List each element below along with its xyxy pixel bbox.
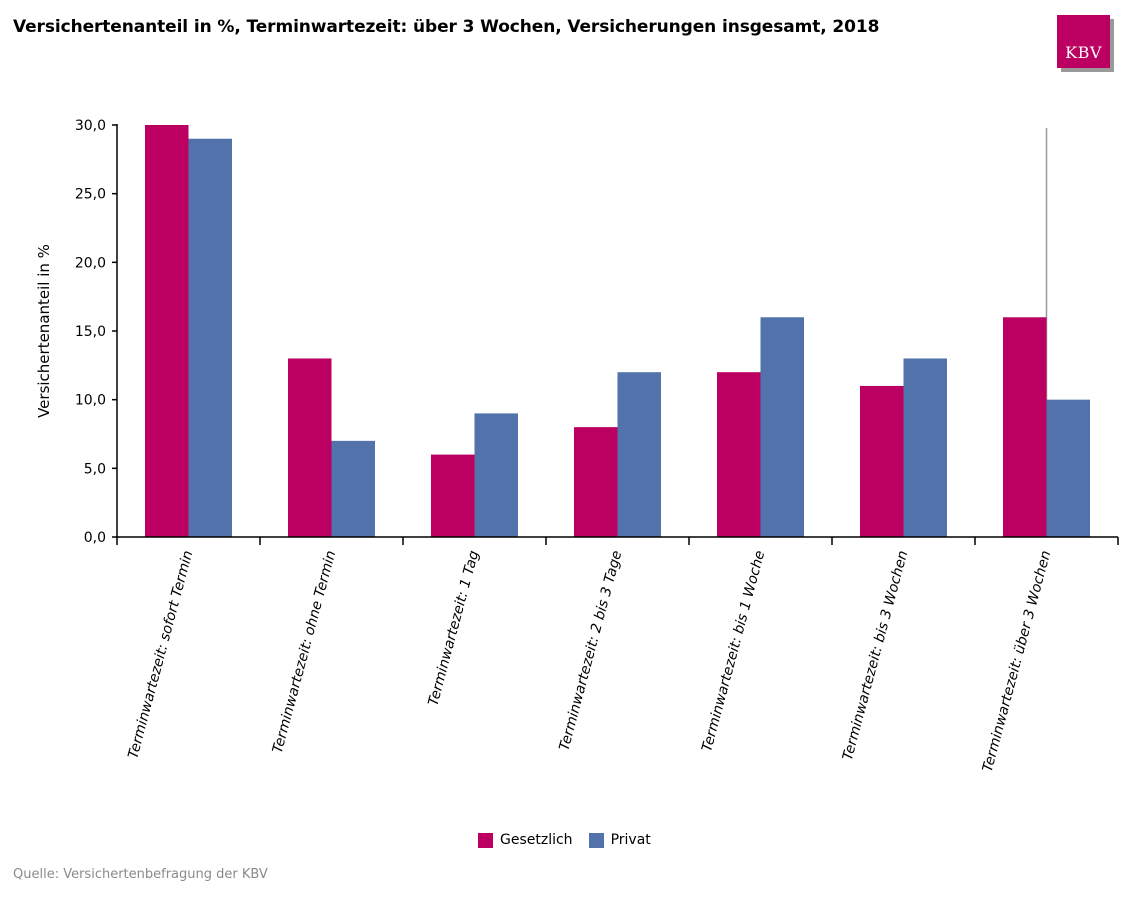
bars-layer (145, 125, 1090, 537)
y-tick-label: 30,0 (75, 118, 106, 134)
x-category-label-6: Terminwartezeit: bis 3 Wochen (840, 549, 911, 762)
source-note: Quelle: Versichertenbefragung der KBV (13, 867, 268, 882)
bar-gesetzlich-1 (145, 125, 189, 537)
y-tick-label: 15,0 (75, 324, 106, 340)
legend-swatch-privat (588, 832, 604, 848)
legend-label-gesetzlich: Gesetzlich (500, 832, 573, 848)
x-category-label-1: Terminwartezeit: sofort Termin (125, 549, 196, 760)
legend-label-privat: Privat (610, 832, 651, 848)
bar-privat-3 (474, 413, 518, 537)
legend-swatch-gesetzlich (478, 832, 493, 848)
bar-gesetzlich-3 (431, 454, 475, 537)
kbv-logo: KBV (1057, 15, 1110, 68)
x-category-label-3: Terminwartezeit: 1 Tag (426, 549, 483, 708)
y-tick-label: 25,0 (75, 187, 106, 203)
legend-item-gesetzlich: Gesetzlich (478, 832, 573, 848)
chart-title: Versichertenanteil in %, Terminwartezeit… (13, 17, 880, 37)
bar-privat-4 (617, 372, 661, 537)
x-category-label-7: Terminwartezeit: über 3 Wochen (980, 549, 1055, 774)
bar-privat-1 (188, 138, 232, 537)
logo-text: KBV (1065, 43, 1102, 62)
axes-layer (112, 124, 1119, 545)
y-tick-label: 10,0 (75, 393, 106, 409)
bar-gesetzlich-2 (288, 358, 332, 537)
legend-item-privat: Privat (588, 832, 651, 848)
x-category-label-4: Terminwartezeit: 2 bis 3 Tage (556, 549, 625, 752)
y-axis-title: Versichertenanteil in % (35, 244, 53, 418)
bar-privat-5 (760, 317, 804, 537)
bar-privat-7 (1046, 399, 1090, 537)
bar-gesetzlich-6 (860, 385, 904, 537)
x-category-label-2: Terminwartezeit: ohne Termin (270, 549, 340, 755)
x-category-label-5: Terminwartezeit: bis 1 Woche (699, 549, 768, 754)
y-tick-label: 20,0 (75, 255, 106, 271)
legend: Gesetzlich Privat (478, 832, 651, 848)
bar-privat-6 (903, 358, 947, 537)
bar-gesetzlich-4 (574, 427, 618, 537)
bar-privat-2 (331, 440, 375, 537)
bar-gesetzlich-7 (1003, 317, 1047, 537)
y-tick-label: 5,0 (84, 461, 106, 477)
bar-gesetzlich-5 (717, 372, 761, 537)
y-tick-label: 0,0 (84, 530, 106, 546)
